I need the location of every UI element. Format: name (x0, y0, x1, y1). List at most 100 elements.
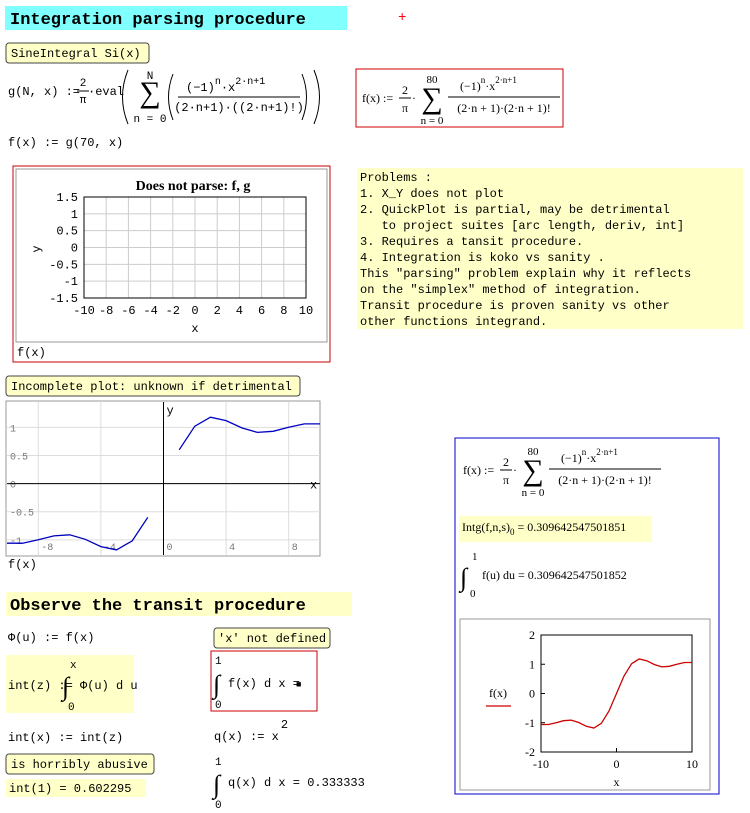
y-tick-label: -0.5 (49, 258, 78, 272)
label: Incomplete plot: unknown if detrimental (11, 380, 292, 394)
result: Intg(f,n,s)0 = 0.309642547501851 (462, 520, 626, 537)
label-box (5, 753, 155, 775)
label-box (213, 627, 331, 649)
x-tick-label: -2 (166, 304, 180, 318)
numerator-part: ·x (485, 79, 495, 93)
integral-sign: ∫ (211, 770, 222, 800)
cursor-mark: + (398, 10, 406, 26)
x-tick-label: -10 (73, 304, 95, 318)
x-tick-label: 10 (686, 757, 698, 771)
numerator-part: (−1) (460, 79, 481, 93)
integrand: q(x) d x = 0.333333 (228, 776, 365, 790)
sum-limit: n = 0 (421, 115, 444, 127)
equation-lhs: int(z) := (8, 679, 73, 693)
result-box (6, 779, 146, 797)
y-tick-label: -1 (64, 275, 78, 289)
x-tick-label: 4 (236, 304, 243, 318)
numerator: (−1)n·x2·n+1 (186, 77, 265, 95)
note-box (357, 168, 743, 329)
sum-limit: n = 0 (522, 487, 545, 499)
title-box (5, 6, 347, 30)
result-part: = 0.309642547501851 (515, 520, 627, 534)
plot-title: Does not parse: f, g (136, 179, 251, 194)
coefficient: 2 (503, 455, 509, 469)
integrand: f(u) du = 0.309642547501852 (482, 568, 627, 582)
operator: · (513, 463, 517, 477)
integral-limit: 1 (215, 757, 222, 769)
equation-box (6, 655, 134, 713)
integrand: Φ(u) d u (80, 679, 138, 693)
plot-frame (459, 618, 711, 791)
note-line: 2. QuickPlot is partial, may be detrimen… (360, 203, 670, 217)
numerator-part: 2·n+1 (235, 77, 265, 88)
equation: Φ(u) := f(x) (8, 631, 94, 645)
coefficient: 2 (402, 83, 408, 97)
section-title: Observe the transit procedure (10, 597, 306, 616)
note-line: to project suites [arc length, deriv, in… (360, 219, 684, 233)
denominator: (2·n + 1)·(2·n + 1)! (558, 473, 652, 487)
integral-limit: 0 (215, 800, 222, 812)
equation-lhs: f(x) := (463, 463, 494, 477)
equation-lhs: g(N, x) := (8, 85, 80, 99)
highlight-box (355, 68, 564, 128)
coefficient: π (80, 95, 87, 107)
numerator-part: ·x (586, 451, 596, 465)
integral-limit: 0 (215, 700, 222, 712)
error-label: 'x' not defined (218, 632, 326, 646)
equation: q(x) := x2 (214, 718, 288, 744)
y-tick-label: 0 (71, 242, 78, 256)
result-part: Intg(f,n,s) (462, 520, 510, 534)
y-tick-label: 0 (10, 481, 16, 492)
sum-limit: N (147, 71, 154, 83)
error-box (210, 650, 318, 712)
integral-limit: x (70, 660, 77, 672)
label: is horribly abusive (11, 758, 148, 772)
trace-label: f(x) (8, 558, 37, 572)
result-box (459, 516, 652, 542)
x-axis-label: x (310, 479, 317, 493)
x-tick-label: 6 (258, 304, 265, 318)
y-axis-label: y (167, 404, 174, 418)
integral-limit: 1 (215, 656, 222, 668)
y-tick-label: 1 (71, 208, 78, 222)
plot-inner-frame (15, 168, 328, 343)
equation-part: 2 (281, 718, 288, 732)
numerator: (−1)n·x2·n+1 (561, 447, 618, 465)
numerator: (−1)n·x2·n+1 (460, 75, 517, 93)
sum-sign: ∑ (139, 76, 160, 109)
plot-area (83, 196, 307, 299)
sum-sign: ∑ (421, 82, 442, 115)
label-box (5, 42, 150, 64)
note-line: 3. Requires a tansit procedure. (360, 235, 583, 249)
note-line: Problems : (360, 171, 432, 185)
trace-label: f(x) (17, 346, 46, 360)
y-tick-label: 1 (529, 657, 535, 671)
sum-limit: n = 0 (133, 114, 166, 126)
coefficient: π (503, 473, 509, 487)
equation-part: q(x) := x (214, 730, 279, 744)
y-tick-label: -0.5 (10, 509, 34, 520)
equation: int(x) := int(z) (8, 731, 123, 745)
x-tick-label: -8 (41, 543, 53, 554)
note-line: Transit procedure is proven sanity vs ot… (360, 299, 670, 313)
y-tick-label: 0 (529, 687, 535, 701)
denominator: (2·n + 1)·(2·n + 1)! (457, 101, 551, 115)
x-tick-label: 0 (614, 757, 620, 771)
numerator-part: 2·n+1 (596, 447, 618, 457)
integral-sign: ∫ (458, 563, 469, 593)
x-tick-label: 10 (299, 304, 313, 318)
note-line: 1. X_Y does not plot (360, 187, 504, 201)
y-tick-label: -2 (525, 745, 535, 759)
curve (541, 658, 692, 729)
equation-lhs: f(x) := (362, 91, 393, 105)
note-line: on the "simplex" method of integration. (360, 283, 641, 297)
integrand: f(x) d x = (228, 677, 300, 691)
x-tick-label: -10 (533, 757, 549, 771)
numerator-part: n (582, 447, 587, 457)
x-tick-label: 2 (214, 304, 221, 318)
equation: f(x) := g(70, x) (8, 136, 123, 150)
paren (313, 69, 320, 125)
integral-limit: 0 (470, 588, 476, 600)
paren (122, 69, 129, 125)
